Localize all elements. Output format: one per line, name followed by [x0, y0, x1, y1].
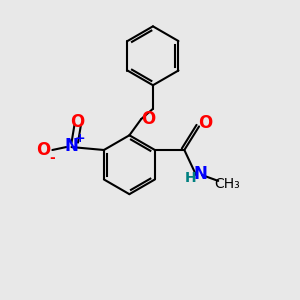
Text: N: N — [194, 165, 208, 183]
Text: H: H — [185, 171, 196, 185]
Text: O: O — [36, 141, 51, 159]
Text: O: O — [70, 113, 85, 131]
Text: O: O — [198, 115, 212, 133]
Text: CH₃: CH₃ — [214, 177, 240, 191]
Text: +: + — [74, 132, 85, 145]
Text: O: O — [141, 110, 156, 128]
Text: N: N — [64, 136, 78, 154]
Text: -: - — [49, 151, 55, 165]
